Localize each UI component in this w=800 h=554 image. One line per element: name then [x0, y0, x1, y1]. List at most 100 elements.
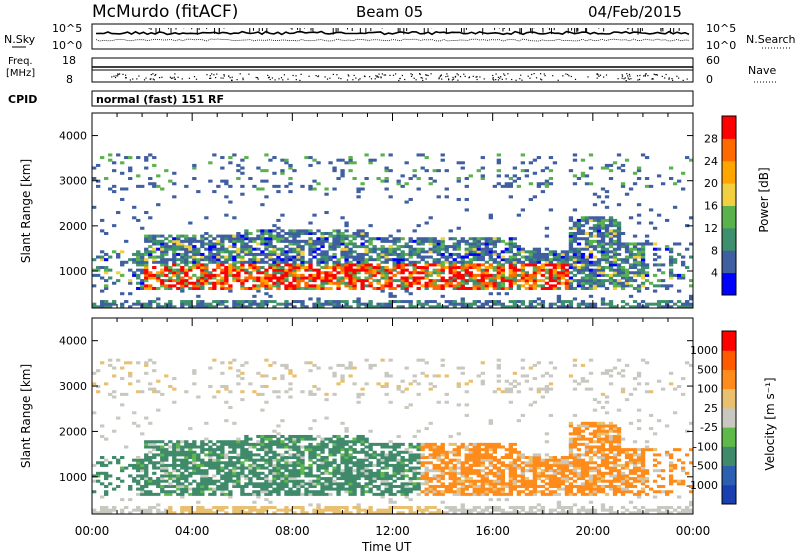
- velocity-cell: [336, 448, 341, 452]
- power-cell: [340, 250, 345, 254]
- power-cell: [288, 182, 293, 186]
- velocity-cell: [428, 484, 433, 488]
- power-cell: [324, 211, 329, 215]
- power-cell: [128, 166, 133, 170]
- power-cell: [136, 263, 141, 267]
- velocity-cell: [160, 484, 165, 488]
- power-cell: [532, 247, 538, 251]
- velocity-cell: [268, 445, 273, 449]
- velocity-cell: [104, 471, 109, 475]
- power-cell: [284, 252, 289, 256]
- noise-left-tick-top: 10^5: [52, 22, 82, 35]
- power-cell: [164, 252, 169, 256]
- power-cell: [568, 286, 574, 290]
- power-cell: [400, 252, 405, 256]
- power-cell: [384, 255, 389, 259]
- nave-dot: [454, 76, 456, 78]
- power-cell: [324, 231, 329, 235]
- power-cell: [588, 255, 594, 259]
- power-cell: [620, 284, 626, 288]
- power-cell: [252, 237, 257, 241]
- velocity-cell: [348, 453, 353, 457]
- power-cell: [668, 268, 674, 272]
- power-cell: [200, 284, 205, 288]
- nave-dot: [587, 76, 589, 78]
- velocity-cell: [400, 474, 405, 478]
- velocity-cell: [236, 511, 241, 515]
- power-cell: [680, 276, 686, 280]
- power-cell: [208, 305, 213, 309]
- velocity-cell: [184, 477, 189, 481]
- power-cell: [164, 305, 169, 309]
- velocity-cell: [200, 463, 205, 467]
- power-cell: [616, 268, 622, 272]
- velocity-cell: [432, 450, 437, 454]
- power-cell: [144, 260, 149, 264]
- nave-dot: [363, 75, 366, 77]
- power-cell: [624, 284, 630, 288]
- power-cell: [284, 284, 289, 288]
- power-cell: [600, 271, 606, 275]
- velocity-cell: [276, 466, 281, 470]
- power-cell: [304, 239, 309, 243]
- power-cell: [160, 284, 165, 288]
- power-cell: [624, 250, 630, 254]
- power-cell: [312, 213, 317, 217]
- velocity-cell: [136, 487, 141, 491]
- power-cell: [252, 266, 257, 270]
- velocity-cell: [300, 390, 305, 394]
- power-cell: [240, 242, 245, 246]
- velocity-cell: [412, 453, 417, 457]
- power-cell: [204, 276, 209, 280]
- velocity-cell: [480, 463, 485, 467]
- velocity-cell: [272, 511, 277, 515]
- velocity-cell: [456, 366, 461, 370]
- power-cell: [404, 200, 409, 204]
- power-cell: [500, 286, 505, 290]
- velocity-cell: [180, 450, 185, 454]
- velocity-cell: [352, 450, 357, 454]
- velocity-cell: [460, 466, 465, 470]
- power-cell: [248, 305, 253, 309]
- power-cell: [620, 281, 626, 285]
- nave-dot: [389, 74, 391, 76]
- power-cell: [244, 305, 249, 309]
- velocity-cell: [136, 456, 141, 460]
- velocity-cell: [476, 479, 481, 483]
- velocity-cell: [480, 492, 485, 496]
- power-cell: [332, 305, 337, 309]
- power-cell: [280, 237, 285, 241]
- velocity-cell: [296, 456, 301, 460]
- velocity-cell: [416, 429, 421, 433]
- power-cell: [208, 286, 213, 290]
- velocity-cell: [372, 463, 377, 467]
- power-cell: [508, 250, 513, 254]
- power-cell: [308, 184, 313, 188]
- power-cell: [476, 255, 481, 259]
- power-cell: [456, 281, 461, 285]
- power-cell: [588, 216, 594, 220]
- velocity-cell: [244, 434, 249, 438]
- velocity-cell: [264, 506, 269, 510]
- power-cell: [620, 169, 626, 173]
- power-cell: [520, 279, 526, 283]
- power-cell: [216, 239, 221, 243]
- power-cell: [296, 239, 301, 243]
- velocity-cell: [144, 508, 149, 512]
- velocity-cell: [428, 448, 433, 452]
- power-cell: [120, 292, 125, 296]
- power-cell: [576, 302, 582, 306]
- power-cell: [368, 239, 373, 243]
- power-cell: [540, 255, 546, 259]
- power-cell: [532, 258, 538, 262]
- power-cell: [624, 273, 630, 277]
- power-cell: [592, 279, 598, 283]
- velocity-cell: [388, 458, 393, 462]
- power-cell: [252, 276, 257, 280]
- velocity-cell: [468, 511, 473, 515]
- power-cell: [448, 237, 453, 241]
- power-cell: [424, 302, 429, 306]
- power-cell: [152, 163, 157, 167]
- power-cell: [144, 158, 149, 162]
- velocity-cell: [248, 469, 253, 473]
